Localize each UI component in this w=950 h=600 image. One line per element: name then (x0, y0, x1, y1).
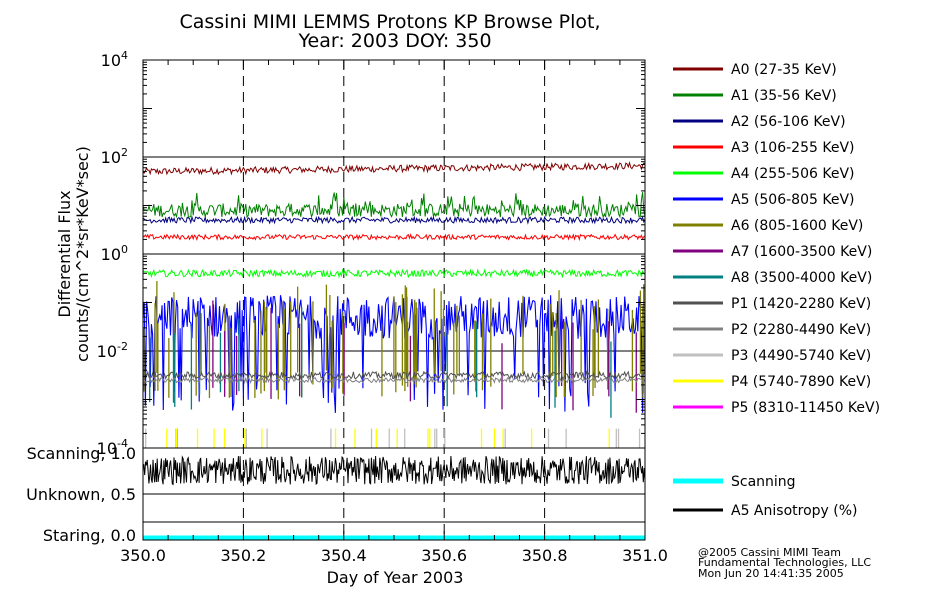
y-tick-base: 10 (101, 148, 121, 167)
legend-label: P5 (8310-11450 KeV) (731, 400, 880, 416)
series-line-anisotropy (142, 455, 646, 486)
y-axis-label-line2: counts/(cm^2*sr*KeV*sec) (73, 146, 92, 362)
series-line-a2 (142, 215, 646, 225)
chart-title-line2: Year: 2003 DOY: 350 (297, 30, 491, 52)
x-tick-label: 350.4 (321, 546, 367, 565)
legend-label: A4 (255-506 KeV) (731, 166, 854, 182)
legend-label: A3 (106-255 KeV) (731, 140, 854, 156)
y-tick-base: 10 (101, 245, 121, 264)
x-tick-label: 350.6 (421, 546, 467, 565)
y-tick-exponent: 4 (121, 49, 128, 62)
y-tick-label: 10-4 (97, 437, 128, 458)
y-tick-exponent: 2 (121, 146, 128, 159)
legend-label: A7 (1600-3500 KeV) (731, 244, 872, 260)
x-tick-label: 351.0 (622, 546, 668, 565)
series-line-a4 (142, 268, 646, 279)
series-line-a1 (142, 192, 646, 219)
series-line-a0 (142, 160, 646, 176)
x-tick-label: 350.8 (522, 546, 568, 565)
y-tick-label: 10-2 (97, 340, 128, 361)
legend-label: A1 (35-56 KeV) (731, 88, 837, 104)
legend-label: P1 (1420-2280 KeV) (731, 296, 871, 312)
footer-copyright: @2005 Cassini MIMI Team (698, 546, 841, 559)
legend-label: A0 (27-35 KeV) (731, 62, 837, 78)
x-axis-label: Day of Year 2003 (327, 568, 464, 587)
series-line-a3 (142, 233, 646, 242)
y-tick-label: 104 (101, 49, 128, 70)
legend-label: A5 (506-805 KeV) (731, 192, 854, 208)
lower-y-label: Scanning, 1.0 (27, 444, 136, 463)
legend-label: P2 (2280-4490 KeV) (731, 322, 871, 338)
y-tick-exponent: 0 (121, 243, 128, 256)
y-tick-base: 10 (97, 439, 117, 458)
y-tick-label: 102 (101, 146, 128, 167)
legend-label: P3 (4490-5740 KeV) (731, 348, 871, 364)
lower-y-label: Staring, 0.0 (43, 526, 136, 545)
x-tick-label: 350.0 (120, 546, 166, 565)
x-tick-label: 350.2 (220, 546, 266, 565)
series-line-p2 (142, 375, 646, 385)
series-line-p1 (142, 370, 646, 381)
legend-label: A6 (805-1600 KeV) (731, 218, 863, 234)
legend-label: A8 (3500-4000 KeV) (731, 270, 872, 286)
y-tick-base: 10 (97, 342, 117, 361)
legend-label: Scanning (731, 474, 796, 490)
footer-company: Fundamental Technologies, LLC (698, 556, 871, 569)
chart-title-line1: Cassini MIMI LEMMS Protons KP Browse Plo… (179, 11, 600, 33)
y-tick-label: 100 (101, 243, 128, 264)
y-tick-exponent: -4 (117, 437, 128, 450)
y-tick-exponent: -2 (117, 340, 128, 353)
y-tick-base: 10 (101, 51, 121, 70)
legend-label: A5 Anisotropy (%) (731, 503, 858, 519)
footer-timestamp: Mon Jun 20 14:41:35 2005 (698, 567, 844, 580)
legend: A0 (27-35 KeV) A1 (35-56 KeV) A2 (56-106 K… (673, 62, 880, 519)
series-layer (142, 160, 646, 541)
lower-y-label: Unknown, 0.5 (26, 485, 136, 504)
legend-label: A2 (56-106 KeV) (731, 114, 846, 130)
legend-label: P4 (5740-7890 KeV) (731, 374, 871, 390)
y-axis-label-line1: Differential Flux (55, 190, 74, 317)
